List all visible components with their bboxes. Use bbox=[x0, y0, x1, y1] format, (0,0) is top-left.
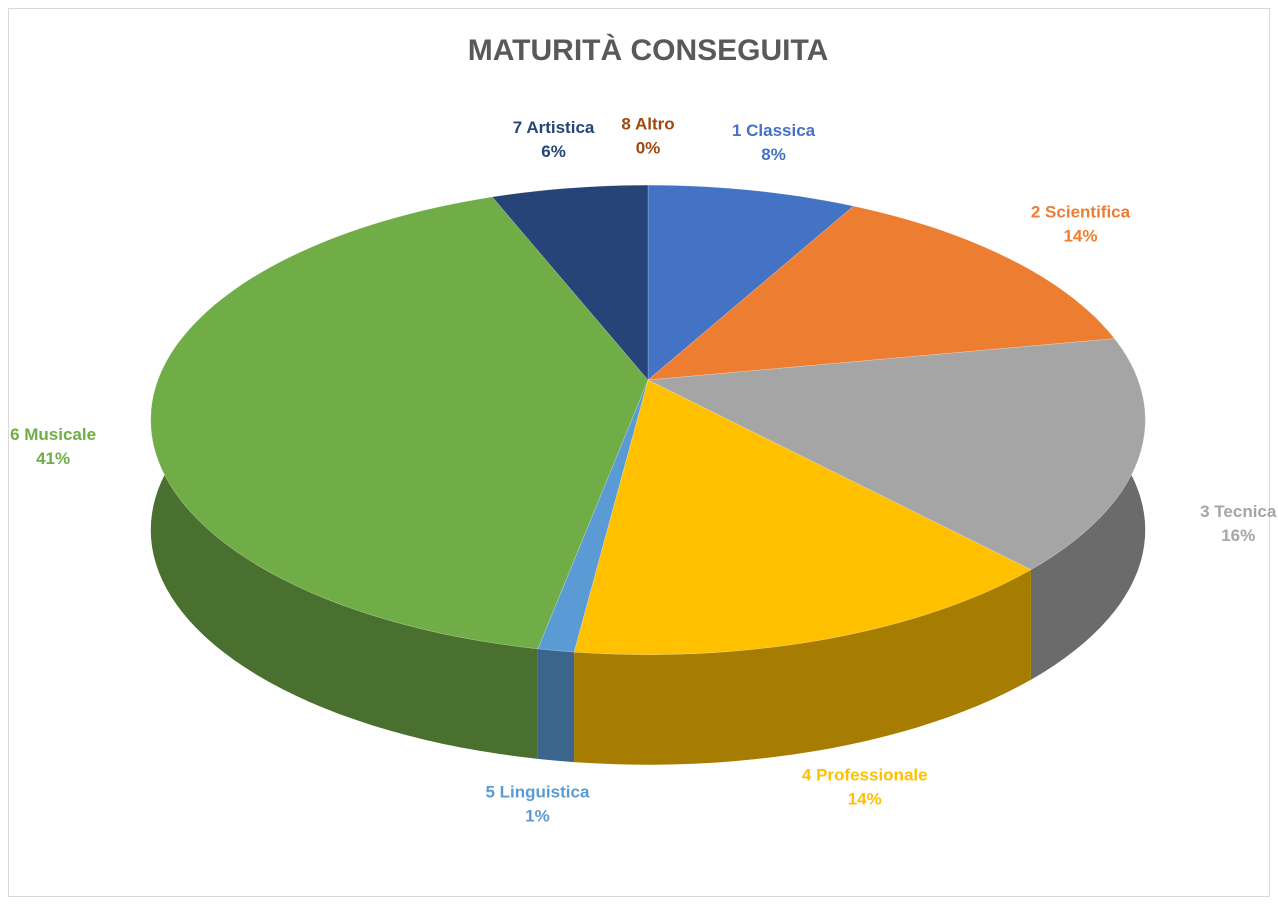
data-label-name: 5 Linguistica bbox=[485, 782, 589, 801]
slice-side-shade bbox=[150, 341, 538, 759]
slice bbox=[647, 205, 1115, 381]
data-label-value: 16% bbox=[1221, 526, 1255, 545]
slice-side-shade bbox=[537, 648, 575, 763]
slice bbox=[647, 184, 855, 381]
slice bbox=[573, 379, 1032, 655]
data-label-value: 6% bbox=[541, 142, 566, 161]
data-label-value: 14% bbox=[1063, 226, 1097, 245]
data-label-name: 8 Altro bbox=[621, 115, 674, 134]
data-label-name: 6 Musicale bbox=[10, 425, 96, 444]
slice-side bbox=[537, 648, 575, 763]
slice-side-face bbox=[150, 341, 538, 759]
slice bbox=[491, 184, 649, 381]
data-label-name: 2 Scientifica bbox=[1031, 202, 1131, 221]
data-label-name: 4 Professionale bbox=[802, 766, 928, 785]
slice-side bbox=[150, 341, 538, 759]
data-label-value: 8% bbox=[761, 145, 786, 164]
slice-side-face bbox=[537, 648, 575, 763]
slice-side-face bbox=[574, 569, 1031, 765]
data-label-value: 0% bbox=[636, 139, 661, 158]
slice-side bbox=[1030, 341, 1146, 680]
data-label-name: 7 Artistica bbox=[513, 118, 595, 137]
slice bbox=[647, 338, 1146, 570]
data-label-value: 14% bbox=[848, 790, 882, 809]
data-label-value: 41% bbox=[36, 449, 70, 468]
slice-side-shade bbox=[574, 569, 1031, 765]
slice-side-face bbox=[1030, 341, 1146, 680]
data-label-name: 1 Classica bbox=[732, 121, 816, 140]
data-label-name: 3 Tecnica bbox=[1200, 502, 1277, 521]
chart-title: MATURITÀ CONSEGUITA bbox=[468, 33, 829, 67]
slice bbox=[150, 196, 649, 650]
slice-side-shade bbox=[1030, 341, 1146, 680]
data-label-value: 1% bbox=[525, 806, 550, 825]
slice-side bbox=[574, 569, 1031, 765]
